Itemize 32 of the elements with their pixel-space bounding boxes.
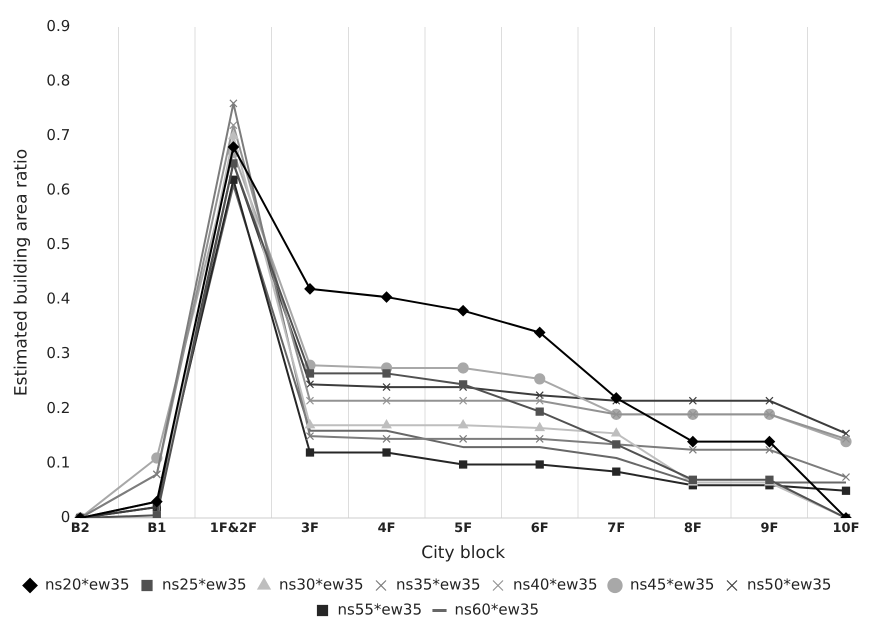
x-tick-label: 1F&2F bbox=[210, 521, 258, 536]
legend-label: ns35*ew35 bbox=[396, 575, 481, 594]
x-tick-label: 10F bbox=[832, 521, 860, 536]
legend-label: ns55*ew35 bbox=[338, 600, 422, 618]
legend-label: ns60*ew35 bbox=[454, 600, 539, 618]
legend-label: ns20*ew35 bbox=[45, 575, 130, 594]
y-tick-label: 0.1 bbox=[46, 453, 70, 472]
y-tick-label: 0.6 bbox=[46, 180, 70, 199]
y-tick-label: 0 bbox=[60, 508, 70, 526]
legend-label: ns30*ew35 bbox=[279, 575, 364, 594]
y-tick-label: 0.2 bbox=[46, 398, 70, 417]
y-tick-label: 0.4 bbox=[46, 290, 70, 308]
y-tick-label: 0.7 bbox=[46, 126, 70, 144]
x-tick-label: 5F bbox=[454, 521, 472, 536]
x-tick-label: B1 bbox=[147, 521, 166, 536]
x-axis-title: City block bbox=[421, 543, 506, 564]
legend-label: ns50*ew35 bbox=[746, 575, 832, 594]
y-axis-title: Estimated building area ratio bbox=[12, 148, 32, 396]
y-tick-label: 0.9 bbox=[46, 16, 70, 35]
legend-label: ns45*ew35 bbox=[630, 575, 714, 594]
y-tick-label: 0.5 bbox=[46, 235, 70, 254]
legend-label: ns40*ew35 bbox=[512, 575, 598, 594]
x-tick-label: 8F bbox=[684, 521, 702, 536]
x-tick-label: 4F bbox=[378, 521, 396, 536]
x-tick-label: 7F bbox=[607, 521, 626, 536]
x-tick-label: 6F bbox=[530, 521, 549, 536]
x-tick-label: 3F bbox=[301, 521, 319, 536]
y-tick-label: 0.8 bbox=[46, 71, 70, 90]
y-tick-label: 0.3 bbox=[46, 344, 70, 362]
x-tick-label: 9F bbox=[760, 521, 778, 536]
x-tick-label: B2 bbox=[70, 521, 90, 536]
legend-label: ns25*ew35 bbox=[162, 575, 247, 594]
